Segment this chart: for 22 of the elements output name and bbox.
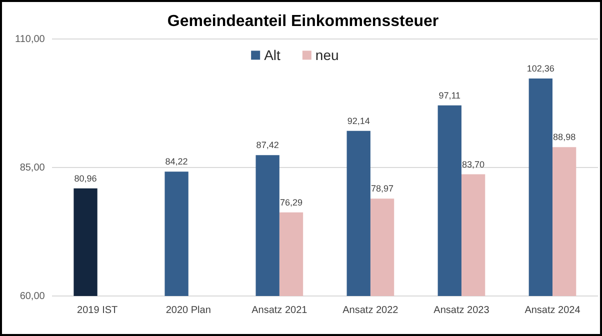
x-tick-label: Ansatz 2021 [252,304,308,316]
data-label: 97,11 [438,90,461,100]
data-label: 76,29 [280,197,303,208]
y-tick-label: 60,00 [20,290,46,302]
data-label: 92,14 [347,116,370,126]
data-label: 87,42 [256,140,279,150]
x-tick-label: 2020 Plan [166,304,211,316]
x-tick-label: 2019 IST [77,304,118,316]
data-label: 88,98 [553,132,576,142]
data-label: 84,22 [165,156,188,167]
chart-title: Gemeindeanteil Einkommenssteuer [167,13,439,30]
data-label: 78,97 [371,184,394,194]
legend-label: neu [315,47,339,64]
x-tick-label: Ansatz 2022 [342,304,399,316]
legend-label: Alt [264,47,281,64]
y-tick-label: 85,00 [20,162,46,174]
y-tick-label: 110,00 [15,34,46,45]
data-label: 83,70 [462,159,485,170]
x-tick-label: Ansatz 2023 [434,304,490,316]
x-tick-label: Ansatz 2024 [524,304,581,316]
data-label: 80,96 [74,173,97,184]
data-label: 102,36 [526,63,554,74]
